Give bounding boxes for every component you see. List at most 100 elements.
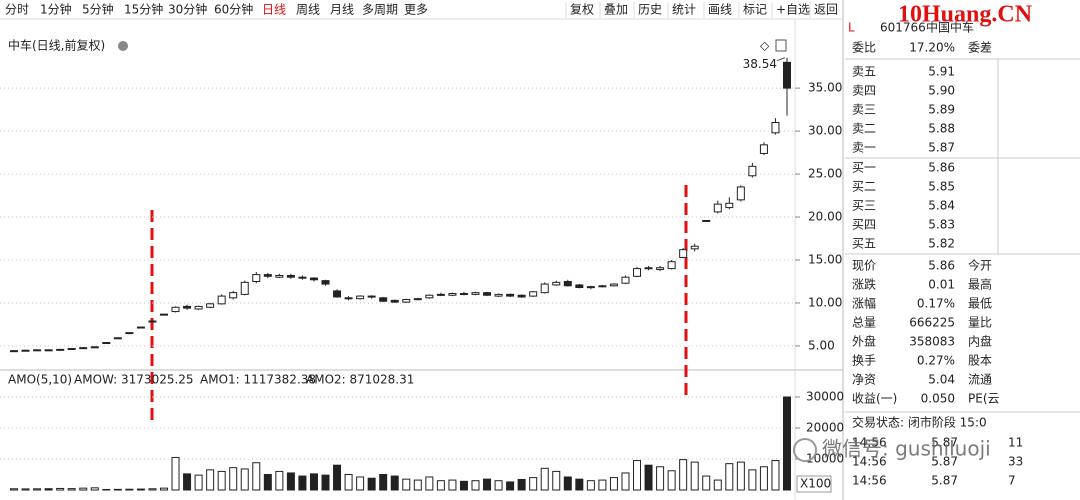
tool-button[interactable]: 历史: [638, 3, 662, 17]
settings-icon[interactable]: [118, 41, 128, 51]
volume-bar: [240, 468, 249, 491]
volume-bar: [252, 462, 261, 491]
quote-label: 换手: [852, 354, 876, 368]
volume-bar: [413, 479, 422, 491]
volume-bar: [44, 488, 53, 491]
quote-label: 今开: [968, 258, 992, 273]
candle-body: [194, 305, 203, 310]
quote-label: 14:56: [852, 455, 887, 469]
quote-value: 5.87: [931, 455, 958, 469]
volume-bar: [263, 473, 272, 491]
window-icon[interactable]: [775, 39, 787, 52]
candle-body: [586, 286, 595, 289]
volume-bar: [425, 476, 434, 491]
candle-body: [413, 298, 422, 301]
tool-button[interactable]: 画线: [708, 3, 732, 17]
quote-label: PE(云: [968, 392, 1000, 406]
candle-body: [563, 280, 572, 287]
quote-label: 卖五: [852, 65, 876, 79]
period-tab[interactable]: 15分钟: [124, 2, 163, 17]
period-tab[interactable]: 周线: [296, 3, 320, 17]
quote-value: 0.27%: [917, 354, 955, 368]
volume-bar: [148, 488, 157, 491]
y-tick-label: 25.00: [808, 167, 842, 181]
unit-label: X100: [800, 477, 831, 491]
quote-label: 买三: [852, 199, 876, 213]
volume-bar: [506, 481, 515, 491]
quote-value: 5.86: [928, 161, 955, 175]
candle-body: [298, 276, 307, 279]
candle-body: [494, 293, 503, 297]
tool-button[interactable]: 叠加: [604, 3, 628, 17]
volume-bar: [113, 488, 122, 491]
volume-bar: [333, 464, 342, 491]
candle-body: [598, 285, 607, 288]
tool-button[interactable]: 复权: [570, 3, 594, 17]
candle-body: [402, 299, 411, 303]
candle-body: [79, 347, 88, 350]
candle-body: [748, 165, 757, 177]
quote-label: 卖四: [852, 84, 876, 98]
quote-label: 总量: [852, 316, 876, 330]
candle-body: [367, 295, 376, 298]
volume-bar: [494, 480, 503, 491]
volume-bar: [690, 461, 699, 491]
pane-title: 中车(日线,前复权): [8, 38, 105, 53]
volume-bar: [633, 460, 642, 491]
period-tab[interactable]: 更多: [404, 3, 428, 17]
y-tick-label: 20.00: [808, 210, 842, 224]
candle-body: [552, 281, 561, 286]
candle-body: [633, 268, 642, 277]
quote-label: 净资: [852, 373, 876, 387]
volume-bar: [448, 479, 457, 491]
volume-bar: [125, 488, 134, 491]
tool-button[interactable]: 统计: [672, 3, 696, 17]
quote-value: 5.04: [928, 373, 955, 387]
period-tab[interactable]: 分时: [5, 3, 29, 17]
candle-body: [483, 292, 492, 296]
quote-value: 5.86: [928, 259, 955, 273]
volume-bar: [575, 478, 584, 491]
tool-button[interactable]: 返回: [814, 3, 838, 17]
period-tab[interactable]: 1分钟: [40, 2, 72, 17]
quote-value: 5.87: [931, 474, 958, 488]
candle-body: [136, 326, 145, 329]
volume-bar: [679, 459, 688, 491]
candle-body: [702, 219, 711, 222]
quote-value: 17.20%: [909, 41, 955, 55]
period-tab[interactable]: 多周期: [362, 3, 398, 17]
volume-bar: [713, 479, 722, 491]
candle-body: [333, 290, 342, 298]
volume-bar: [321, 474, 330, 491]
candle-body: [275, 274, 284, 278]
volume-bar: [33, 488, 42, 491]
candle-body: [356, 295, 365, 300]
volume-bar: [286, 472, 295, 491]
quote-label: 买一: [852, 161, 876, 175]
volume-bar: [390, 475, 399, 491]
quote-label: 11: [1008, 436, 1023, 450]
volume-bar: [517, 478, 526, 491]
indicator-legend: AMOW: 3173025.25: [74, 373, 194, 387]
period-tab[interactable]: 60分钟: [214, 2, 253, 17]
period-tab[interactable]: 5分钟: [82, 2, 114, 17]
tool-button[interactable]: +自选: [776, 3, 810, 17]
quote-value: 358083: [909, 335, 955, 349]
diamond-icon[interactable]: ◇: [760, 39, 770, 53]
quote-label: 外盘: [852, 334, 876, 349]
candle-body: [252, 274, 261, 282]
period-tab[interactable]: 月线: [330, 3, 354, 17]
period-tab[interactable]: 日线: [262, 3, 286, 17]
candle-body: [690, 245, 699, 250]
indicator-legend: AMO1: 1117382.38: [200, 373, 316, 387]
candle-body: [540, 283, 549, 294]
quote-value: 5.89: [928, 103, 955, 117]
quote-value: 666225: [909, 316, 955, 330]
volume-bar: [136, 488, 145, 491]
quote-label: 股本: [968, 354, 992, 368]
tool-button[interactable]: 标记: [743, 3, 767, 17]
candle-body: [759, 144, 768, 154]
period-tab[interactable]: 30分钟: [168, 2, 207, 17]
